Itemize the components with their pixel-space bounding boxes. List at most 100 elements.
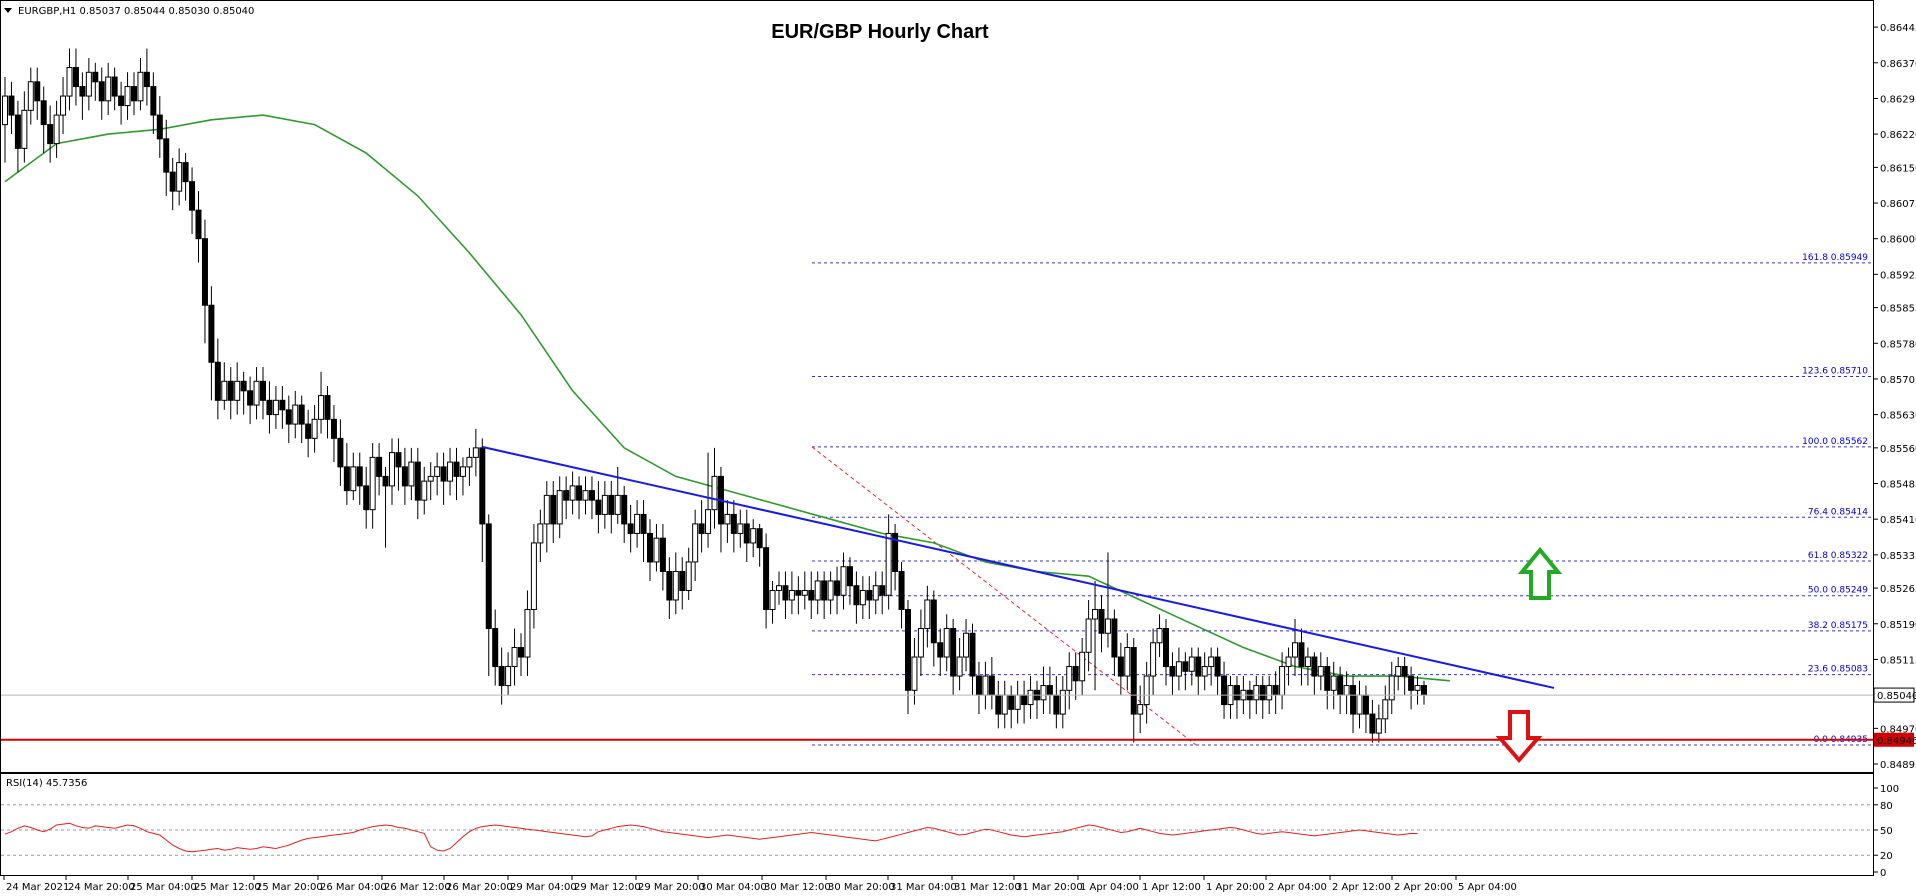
current-price-box xyxy=(1873,687,1915,703)
candle-body xyxy=(724,513,731,525)
candle-body xyxy=(182,162,189,183)
candle-body xyxy=(253,380,260,406)
candle-body xyxy=(227,380,234,401)
candle-body xyxy=(343,466,350,492)
candle-body xyxy=(1285,656,1292,668)
x-tick-label: 5 Apr 04:00 xyxy=(1458,882,1517,893)
fib-level-label: 123.6 0.85710 xyxy=(1802,367,1868,377)
candle-body xyxy=(937,642,944,658)
candle-body xyxy=(698,523,705,534)
fib-level-label: 100.0 0.85562 xyxy=(1802,437,1868,447)
candle-body xyxy=(756,528,763,549)
x-tick-label: 30 Mar 12:00 xyxy=(764,882,831,893)
candle-body xyxy=(672,570,679,601)
candle-body xyxy=(614,494,621,515)
candle-body xyxy=(1098,608,1105,634)
candle-body xyxy=(621,494,628,525)
candle-body xyxy=(337,437,344,468)
candle-body xyxy=(1401,666,1408,677)
candle-body xyxy=(995,694,1002,715)
trendline xyxy=(482,445,1555,689)
candle-body xyxy=(363,485,370,511)
fib-level-label: 50.0 0.85249 xyxy=(1808,586,1868,596)
rsi-label: RSI(14) 45.7356 xyxy=(6,778,87,789)
candle-body xyxy=(853,585,860,606)
y-tick-label: 0.84895 xyxy=(1880,760,1916,771)
candle-body xyxy=(1272,685,1279,696)
candle-body xyxy=(1027,689,1034,706)
annotation-lines-layer xyxy=(1,445,1873,741)
candle-body xyxy=(131,86,137,102)
candle-body xyxy=(769,589,776,610)
candle-body xyxy=(247,390,254,406)
candle-body xyxy=(1208,656,1215,668)
candle-body xyxy=(518,647,524,658)
candle-body xyxy=(885,532,892,596)
candle-body xyxy=(956,656,963,677)
candle-body xyxy=(1066,666,1073,691)
candle-body xyxy=(634,513,641,534)
candle-body xyxy=(1040,685,1047,701)
x-tick-label: 25 Mar 04:00 xyxy=(130,882,197,893)
candle-body xyxy=(1046,685,1053,696)
candle-body xyxy=(808,589,815,601)
candle-body xyxy=(659,537,666,572)
candle-body xyxy=(982,675,989,696)
candle-body xyxy=(1350,685,1357,715)
candle-body xyxy=(1253,685,1260,701)
candle-body xyxy=(1188,656,1195,672)
candle-body xyxy=(550,494,557,525)
x-tick-label: 2 Apr 12:00 xyxy=(1332,882,1391,893)
candle-body xyxy=(924,599,931,630)
candle-body xyxy=(111,76,118,97)
x-tick-label: 30 Mar 20:00 xyxy=(828,882,895,893)
candle-body xyxy=(1304,656,1311,668)
candle-body xyxy=(318,395,325,420)
x-tick-label: 29 Mar 20:00 xyxy=(638,882,705,893)
candle-body xyxy=(40,100,47,126)
candle-body xyxy=(1111,618,1118,658)
x-tick-label: 24 Mar 2021 xyxy=(6,882,69,893)
candle-body xyxy=(801,589,808,596)
candle-body xyxy=(408,461,415,487)
x-tick-label: 31 Mar 04:00 xyxy=(890,882,957,893)
candle-body xyxy=(543,494,550,525)
candle-body xyxy=(272,399,279,416)
candle-body xyxy=(569,485,576,501)
x-tick-label: 31 Mar 12:00 xyxy=(954,882,1021,893)
chart-title: EUR/GBP Hourly Chart xyxy=(771,21,989,43)
y-tick-label: 0.85265 xyxy=(1880,584,1916,595)
candle-body xyxy=(795,589,802,596)
candle-body xyxy=(846,566,853,587)
candle-body xyxy=(524,608,531,658)
candle-body xyxy=(324,395,331,420)
candle-body xyxy=(498,666,505,687)
candle-body xyxy=(1014,694,1021,710)
candle-body xyxy=(382,475,389,487)
candle-body xyxy=(1117,656,1124,677)
down-arrow-icon xyxy=(1495,710,1543,764)
candle-body xyxy=(163,138,170,173)
support-price-label: 0.84946 xyxy=(1877,736,1916,747)
candle-body xyxy=(47,124,54,145)
candle-body xyxy=(866,589,873,601)
candle-body xyxy=(930,599,937,644)
candle-body xyxy=(1292,642,1298,658)
candle-body xyxy=(311,418,318,439)
symbol-dropdown-icon[interactable] xyxy=(4,8,12,13)
candle-body xyxy=(137,71,144,102)
candle-body xyxy=(1382,699,1389,720)
x-tick-label: 25 Mar 20:00 xyxy=(256,882,323,893)
candle-body xyxy=(189,181,196,211)
up-arrow-icon xyxy=(1517,546,1563,600)
candle-body xyxy=(401,466,408,487)
candle-body xyxy=(1104,618,1111,634)
candle-body xyxy=(840,566,847,596)
candle-body xyxy=(556,490,563,525)
